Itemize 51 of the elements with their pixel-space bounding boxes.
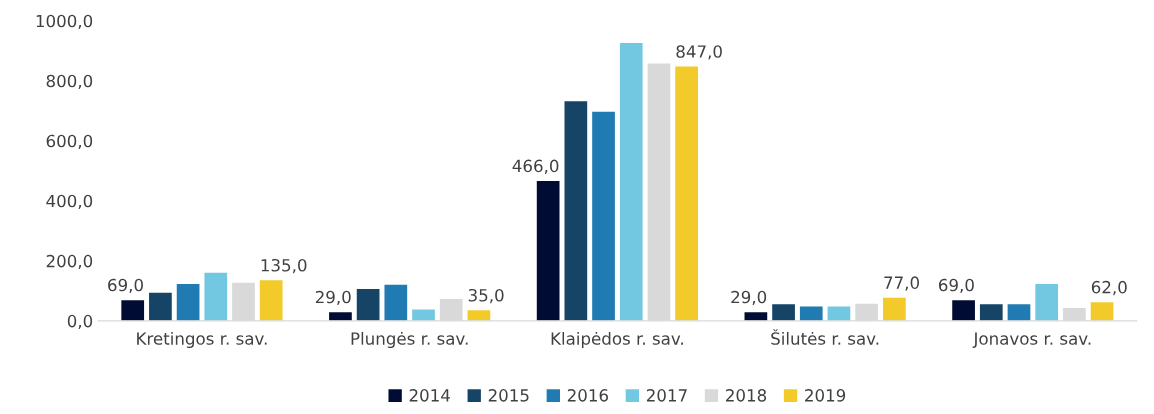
bar	[952, 300, 975, 321]
bar	[356, 289, 380, 321]
x-tick-label: Kretingos r. sav.	[137, 331, 267, 349]
x-tick-label: Šilutės r. sav.	[771, 329, 879, 345]
bar	[1090, 302, 1114, 321]
y-tick-label: 1000,0	[36, 14, 93, 29]
bar	[329, 312, 352, 321]
data-label: 62,0	[1091, 280, 1127, 296]
data-label: 135,0	[261, 258, 307, 274]
bar	[176, 283, 200, 321]
bar	[979, 304, 1003, 321]
bar	[384, 284, 408, 321]
bar	[536, 180, 560, 321]
y-tick-label: 600,0	[46, 134, 93, 150]
bar	[121, 300, 145, 321]
bar	[1007, 304, 1031, 321]
bar	[882, 297, 906, 321]
data-label: 847,0	[676, 45, 722, 60]
bar	[564, 101, 588, 321]
bar	[675, 66, 698, 321]
data-label: 69,0	[939, 278, 974, 294]
y-tick-label: 400,0	[46, 194, 93, 210]
bar	[592, 111, 615, 321]
data-label: 35,0	[468, 288, 504, 304]
y-tick-label: 200,0	[46, 254, 93, 270]
x-tick-label: Klaipėdos r. sav.	[551, 331, 683, 349]
y-tick-label: 0,0	[67, 314, 93, 330]
bar	[772, 304, 795, 321]
bar	[204, 272, 228, 321]
bar	[827, 306, 851, 321]
legend-label: 2018	[726, 389, 767, 402]
x-tick-label: Plungės r. sav.	[351, 331, 468, 349]
bar	[412, 309, 435, 321]
bar	[149, 292, 172, 321]
y-tick-label: 800,0	[46, 74, 93, 89]
legend-label: 2017	[646, 389, 687, 402]
bar	[467, 310, 491, 321]
legend-label: 2016	[567, 389, 609, 402]
bar	[619, 42, 643, 321]
legend-label: 2014	[409, 389, 450, 402]
bar	[259, 280, 283, 321]
data-label: 77,0	[884, 276, 919, 291]
bar	[1035, 283, 1059, 321]
data-label: 69,0	[108, 278, 143, 294]
x-tick-label: Jonavos r. sav.	[972, 332, 1091, 348]
legend-label: 2019	[805, 389, 846, 402]
legend-label: 2015	[488, 389, 529, 402]
data-label: 466,0	[512, 159, 559, 174]
data-label: 29,0	[731, 290, 767, 306]
bar	[799, 306, 823, 321]
data-label: 29,0	[315, 290, 351, 306]
